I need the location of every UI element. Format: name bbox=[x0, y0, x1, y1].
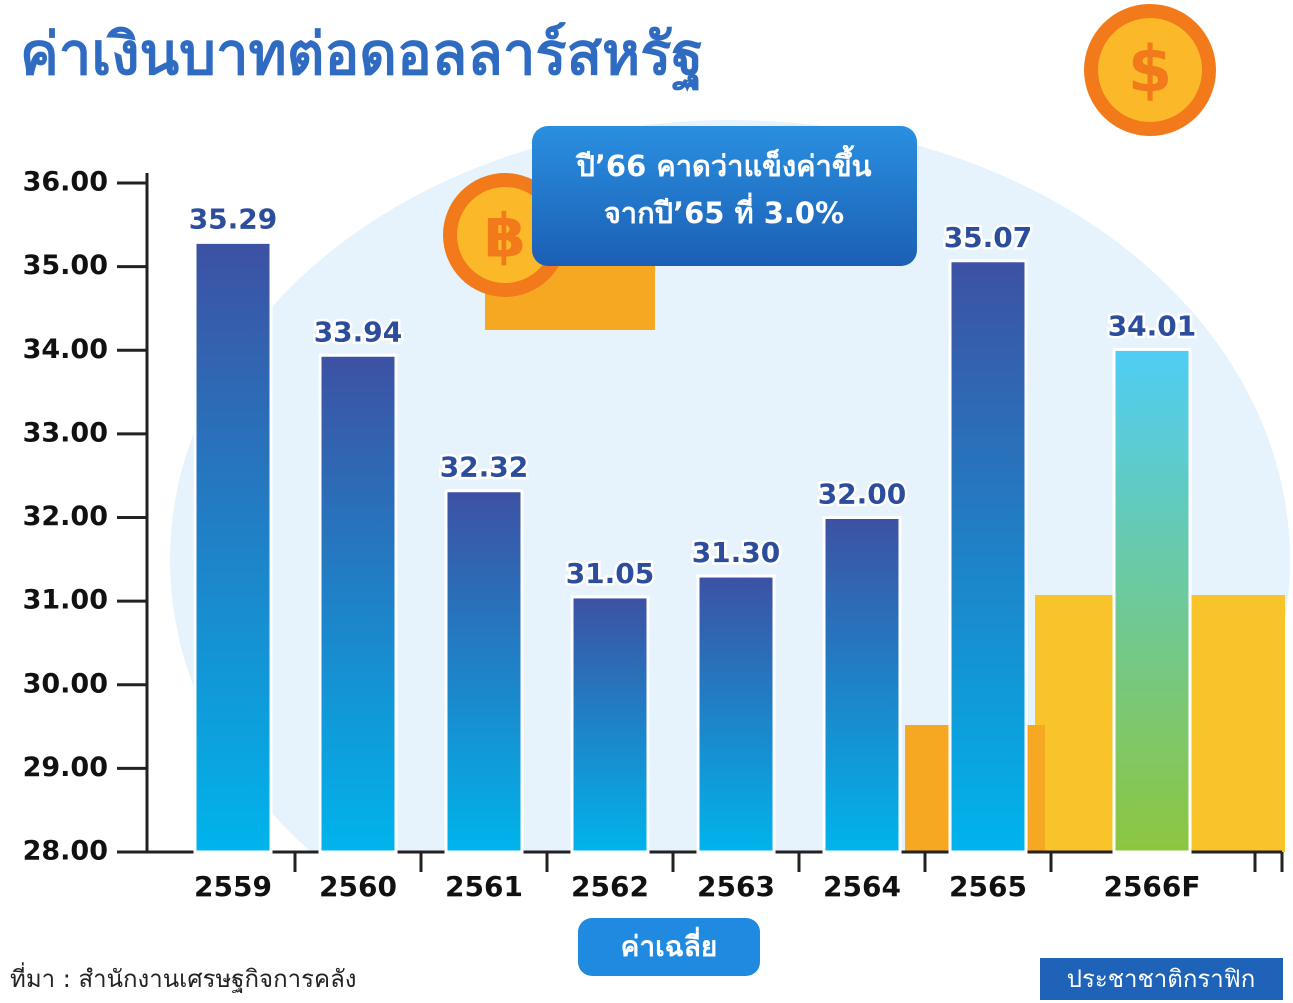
y-tick-label: 35.00 bbox=[23, 250, 108, 281]
y-tick-label: 32.00 bbox=[23, 501, 108, 532]
y-tick-label: 28.00 bbox=[23, 836, 108, 867]
bar bbox=[570, 595, 650, 854]
source: ที่มา : สำนักงานเศรษฐกิจการคลัง bbox=[10, 962, 357, 993]
bar bbox=[444, 489, 524, 854]
x-label-box bbox=[578, 918, 760, 976]
y-tick-label: 34.00 bbox=[23, 334, 108, 365]
value-label: 33.94 bbox=[314, 315, 403, 348]
x-tick-label: 2566F bbox=[1103, 870, 1200, 903]
svg-text:$: $ bbox=[1128, 34, 1173, 108]
value-label: 32.32 bbox=[440, 451, 529, 484]
bar bbox=[318, 353, 398, 854]
y-tick-label: 29.00 bbox=[23, 752, 108, 783]
x-tick-label: 2565 bbox=[949, 870, 1027, 903]
x-tick-label: 2564 bbox=[823, 870, 901, 903]
value-label: 35.29 bbox=[189, 202, 278, 235]
x-tick-label: 2563 bbox=[697, 870, 775, 903]
svg-text:฿: ฿ bbox=[484, 202, 526, 272]
value-label: 31.05 bbox=[566, 557, 655, 590]
y-tick-label: 31.00 bbox=[23, 585, 108, 616]
value-label: 32.00 bbox=[818, 478, 907, 511]
annotation-box bbox=[532, 126, 917, 266]
x-tick-label: 2560 bbox=[319, 870, 397, 903]
bar bbox=[193, 240, 273, 854]
x-tick-label: 2559 bbox=[194, 870, 272, 903]
annotation: จากปี’65 ที่ 3.0% bbox=[604, 192, 844, 230]
value-label: 31.30 bbox=[692, 536, 781, 569]
brand: ประชาชาติกราฟิก bbox=[1067, 965, 1256, 993]
bar bbox=[1112, 347, 1192, 854]
x-axis-label: ค่าเฉลี่ย bbox=[621, 926, 718, 963]
y-tick-label: 33.00 bbox=[23, 417, 108, 448]
y-tick-label: 30.00 bbox=[23, 668, 108, 699]
bar bbox=[822, 516, 902, 854]
brand-box bbox=[1040, 958, 1283, 1000]
value-label: 34.01 bbox=[1108, 309, 1197, 342]
bar bbox=[948, 259, 1028, 854]
value-label: 35.07 bbox=[944, 221, 1033, 254]
chart-title: ค่าเงินบาทต่อดอลลาร์สหรัฐ bbox=[20, 20, 703, 92]
y-tick-label: 36.00 bbox=[23, 167, 108, 198]
x-tick-label: 2562 bbox=[571, 870, 649, 903]
bar bbox=[696, 574, 776, 854]
x-tick-label: 2561 bbox=[445, 870, 523, 903]
annotation: ปี’66 คาดว่าแข็งค่าขึ้น bbox=[575, 144, 872, 183]
